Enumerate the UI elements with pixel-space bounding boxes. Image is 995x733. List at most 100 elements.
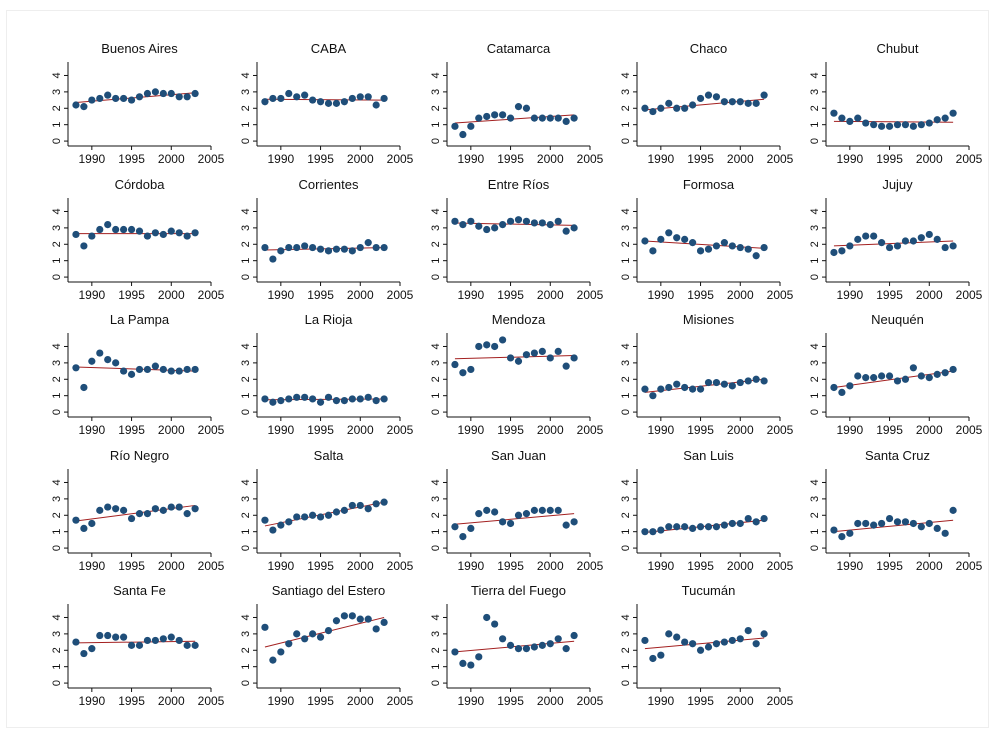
x-tick-label: 2000 — [158, 559, 185, 573]
data-point — [878, 372, 886, 380]
data-point — [301, 393, 309, 401]
data-point — [546, 114, 554, 122]
data-point — [862, 374, 870, 382]
x-tick-label: 2000 — [158, 423, 185, 437]
data-point — [301, 242, 309, 250]
x-tick-label: 1990 — [457, 423, 484, 437]
y-tick-label: 2 — [809, 376, 821, 382]
panel-title: Santa Cruz — [865, 448, 930, 463]
x-tick-label: 1990 — [457, 152, 484, 166]
data-point — [499, 221, 507, 229]
data-point — [909, 364, 917, 372]
data-point — [704, 245, 713, 253]
y-tick-label: 1 — [430, 664, 442, 670]
x-tick-label: 2005 — [767, 423, 794, 437]
panel-entre-rios: Entre Ríos 0 1 2 3 4 1990 1995 2000 2005 — [430, 177, 604, 302]
data-point — [261, 623, 269, 631]
data-point — [380, 94, 388, 103]
data-point — [120, 633, 128, 641]
y-tick-label: 1 — [620, 529, 632, 535]
data-point — [941, 243, 949, 252]
data-point — [736, 243, 744, 252]
y-tick-label: 2 — [620, 105, 632, 111]
data-point — [269, 398, 277, 406]
data-point — [830, 383, 838, 392]
data-point — [514, 216, 523, 224]
data-point — [901, 518, 910, 526]
data-point — [316, 513, 325, 521]
x-tick-label: 1995 — [497, 152, 524, 166]
x-tick-label: 2000 — [347, 152, 374, 166]
y-tick-label: 0 — [51, 680, 63, 686]
data-point — [562, 645, 570, 653]
data-point — [689, 385, 697, 393]
data-point — [933, 235, 941, 243]
fit-line — [264, 247, 385, 251]
data-point — [364, 615, 372, 623]
data-point — [285, 89, 293, 98]
data-point — [760, 630, 768, 638]
data-point — [506, 519, 515, 528]
data-point — [649, 107, 657, 116]
data-point — [760, 514, 768, 523]
data-point — [712, 523, 721, 531]
panel-title: Mendoza — [492, 312, 546, 327]
y-tick-label: 0 — [620, 680, 632, 686]
data-point — [491, 224, 499, 232]
y-tick-label: 2 — [51, 376, 63, 382]
data-point — [127, 514, 136, 523]
x-tick-label: 2005 — [767, 694, 794, 708]
data-point — [191, 641, 199, 649]
y-tick-label: 0 — [51, 545, 63, 551]
x-tick-label: 1990 — [267, 559, 294, 573]
x-tick-label: 1990 — [836, 288, 863, 302]
data-point — [269, 255, 277, 263]
x-tick-label: 1990 — [647, 694, 674, 708]
data-point — [728, 98, 736, 106]
data-point — [538, 641, 546, 649]
data-point — [301, 91, 309, 99]
data-point — [657, 385, 665, 393]
panel-title: Santa Fe — [113, 583, 166, 598]
data-point — [514, 357, 523, 365]
data-point — [546, 354, 554, 362]
data-point — [712, 378, 721, 387]
data-point — [104, 91, 112, 99]
panel-buenos-aires: Buenos Aires 0 1 2 3 4 1990 1995 2000 2005 — [51, 41, 225, 166]
panel-jujuy: Jujuy 0 1 2 3 4 1990 1995 2000 2005 — [809, 177, 983, 302]
data-point — [112, 94, 120, 103]
fit-line — [75, 640, 196, 644]
panel-title: Tierra del Fuego — [471, 583, 566, 598]
data-point — [736, 519, 744, 528]
data-point — [309, 243, 317, 252]
y-tick-label: 4 — [430, 72, 442, 78]
data-point — [72, 101, 80, 109]
data-point — [293, 630, 301, 638]
fit-line — [454, 355, 575, 360]
data-point — [120, 225, 128, 234]
data-point — [506, 354, 515, 362]
data-point — [96, 506, 104, 514]
data-point — [475, 653, 483, 661]
y-tick-label: 4 — [51, 343, 63, 349]
y-tick-label: 1 — [240, 664, 252, 670]
y-tick-label: 3 — [620, 496, 632, 502]
data-point — [135, 641, 144, 649]
data-point — [862, 519, 870, 528]
y-tick-label: 4 — [430, 614, 442, 620]
data-point — [949, 365, 957, 374]
x-tick-label: 1990 — [836, 423, 863, 437]
panel-title: Neuquén — [871, 312, 924, 327]
y-tick-label: 0 — [620, 138, 632, 144]
data-point — [870, 232, 878, 240]
data-point — [570, 518, 578, 526]
fit-line — [75, 92, 196, 104]
data-point — [183, 365, 191, 374]
data-point — [269, 656, 277, 664]
panel-la-rioja: La Rioja 0 1 2 3 4 1990 1995 2000 2005 — [240, 312, 414, 437]
x-tick-label: 1995 — [497, 288, 524, 302]
x-tick-label: 1995 — [687, 423, 714, 437]
data-point — [332, 245, 341, 253]
data-point — [348, 612, 356, 620]
y-tick-label: 0 — [809, 274, 821, 280]
